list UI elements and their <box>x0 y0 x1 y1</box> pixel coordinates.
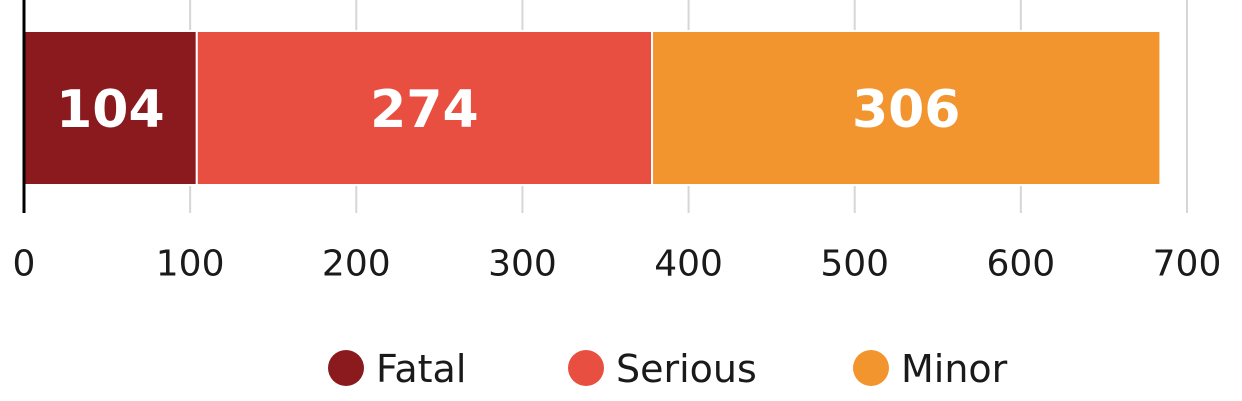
x-tick-label: 200 <box>322 244 391 285</box>
data-label-fatal: 104 <box>56 80 165 140</box>
x-tick-label: 100 <box>156 244 225 285</box>
x-tick-label: 600 <box>986 244 1055 285</box>
x-tick-label: 0 <box>13 244 36 285</box>
legend: Fatal Serious Minor <box>328 347 1008 391</box>
x-tick-label: 300 <box>488 244 557 285</box>
x-tick-label: 500 <box>820 244 889 285</box>
x-axis-tick-labels: 0 100 200 300 400 500 600 700 <box>13 244 1222 285</box>
legend-marker-fatal <box>328 350 364 386</box>
data-labels: 104 274 306 <box>56 80 960 140</box>
data-label-minor: 306 <box>852 80 961 140</box>
x-tick-label: 700 <box>1153 244 1222 285</box>
legend-label-serious: Serious <box>616 347 757 391</box>
bar-segment-serious <box>195 30 654 186</box>
bar-segment-minor <box>651 30 1162 186</box>
legend-label-minor: Minor <box>901 347 1008 391</box>
legend-marker-serious <box>568 350 604 386</box>
legend-marker-minor <box>853 350 889 386</box>
bar-segments <box>23 30 1162 186</box>
data-label-serious: 274 <box>370 80 479 140</box>
x-tick-label: 400 <box>654 244 723 285</box>
legend-label-fatal: Fatal <box>376 347 466 391</box>
